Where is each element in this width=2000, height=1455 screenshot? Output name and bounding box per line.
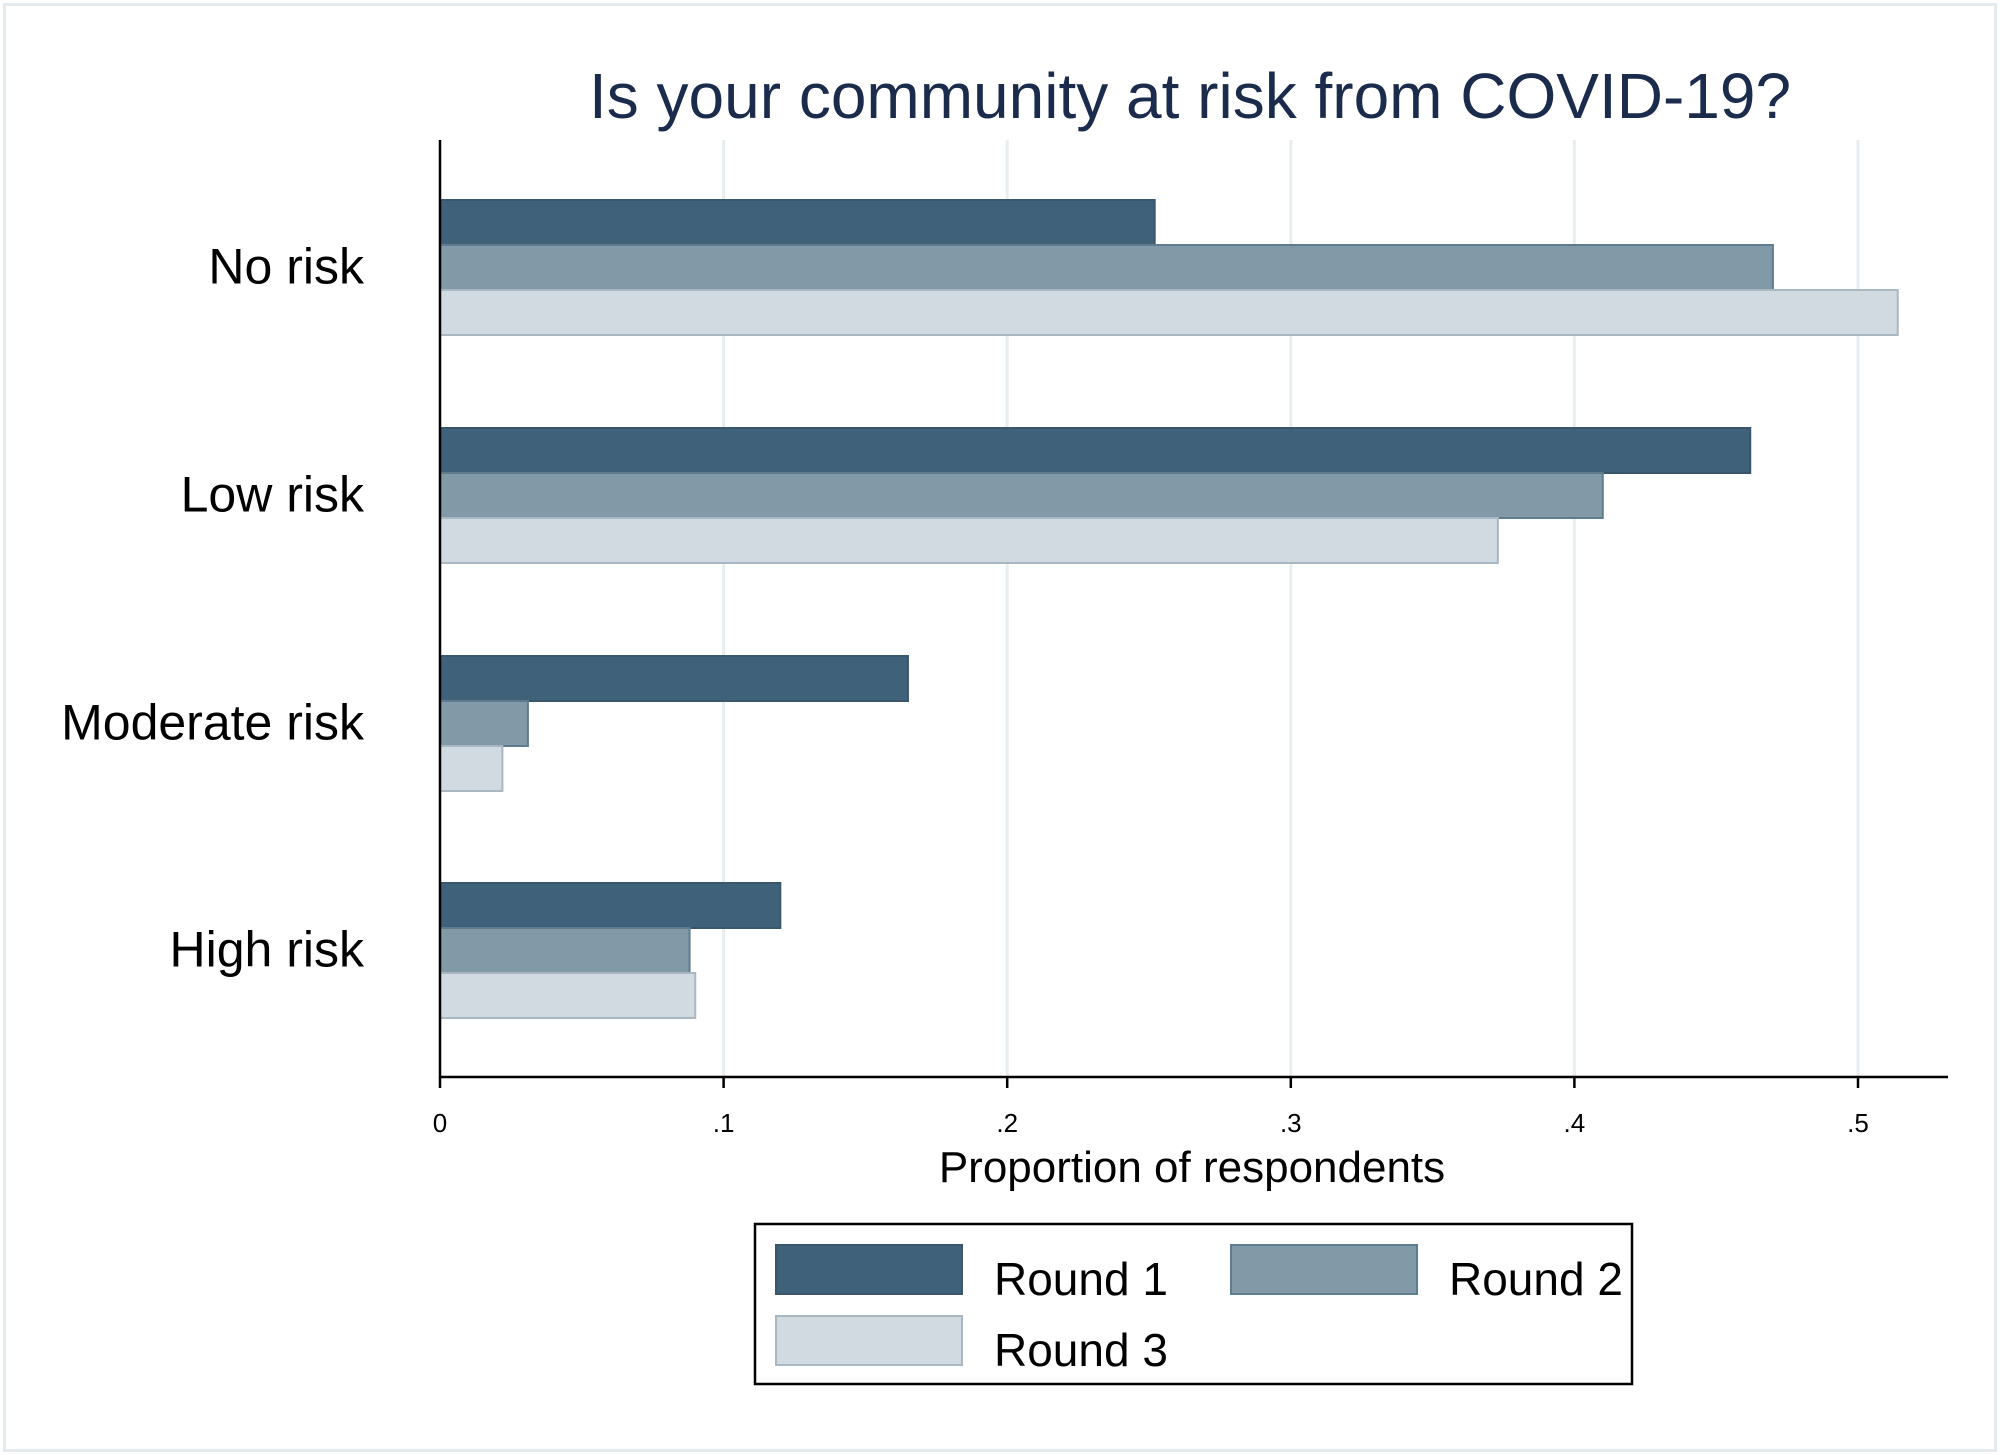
x-tick-label-2: .2 — [996, 1108, 1018, 1138]
bar-moderate-risk-round-2 — [439, 700, 529, 747]
bar-moderate-risk-round-3 — [439, 745, 504, 792]
category-label-no-risk: No risk — [208, 239, 365, 295]
legend-label-round-2: Round 2 — [1449, 1253, 1623, 1305]
legend-label-round-1: Round 1 — [994, 1253, 1168, 1305]
bar-low-risk-round-1 — [439, 427, 1752, 474]
legend-swatch-round-2 — [1230, 1244, 1418, 1295]
legend-swatch-round-1 — [775, 1244, 963, 1295]
x-tick-label-1: .1 — [713, 1108, 735, 1138]
category-labels: No risk Low risk Moderate risk High risk — [61, 239, 365, 978]
legend: Round 1 Round 2 Round 3 — [753, 1222, 1634, 1386]
x-tick-labels: 0 .1 .2 .3 .4 .5 — [433, 1077, 1869, 1138]
chart-title: Is your community at risk from COVID-19? — [589, 60, 1791, 132]
bar-no-risk-round-2 — [439, 244, 1774, 291]
bar-high-risk-round-1 — [439, 882, 782, 929]
bar-low-risk-round-2 — [439, 472, 1604, 519]
bar-no-risk-round-3 — [439, 289, 1899, 336]
category-label-low-risk: Low risk — [181, 467, 365, 523]
bar-high-risk-round-3 — [439, 972, 697, 1019]
category-label-high-risk: High risk — [170, 922, 365, 978]
x-tick-label-5: .5 — [1847, 1108, 1869, 1138]
bar-low-risk-round-3 — [439, 517, 1499, 564]
category-label-moderate-risk: Moderate risk — [61, 695, 365, 751]
bars — [439, 199, 1899, 1019]
axes — [438, 140, 1948, 1079]
bar-high-risk-round-2 — [439, 927, 691, 974]
x-axis-title: Proportion of respondents — [939, 1143, 1445, 1192]
legend-swatch-round-3 — [775, 1315, 963, 1366]
bar-moderate-risk-round-1 — [439, 655, 909, 702]
legend-label-round-3: Round 3 — [994, 1324, 1168, 1376]
x-tick-label-3: .3 — [1280, 1108, 1302, 1138]
x-tick-label-0: 0 — [433, 1108, 447, 1138]
x-tick-label-4: .4 — [1564, 1108, 1586, 1138]
bar-no-risk-round-1 — [439, 199, 1156, 246]
